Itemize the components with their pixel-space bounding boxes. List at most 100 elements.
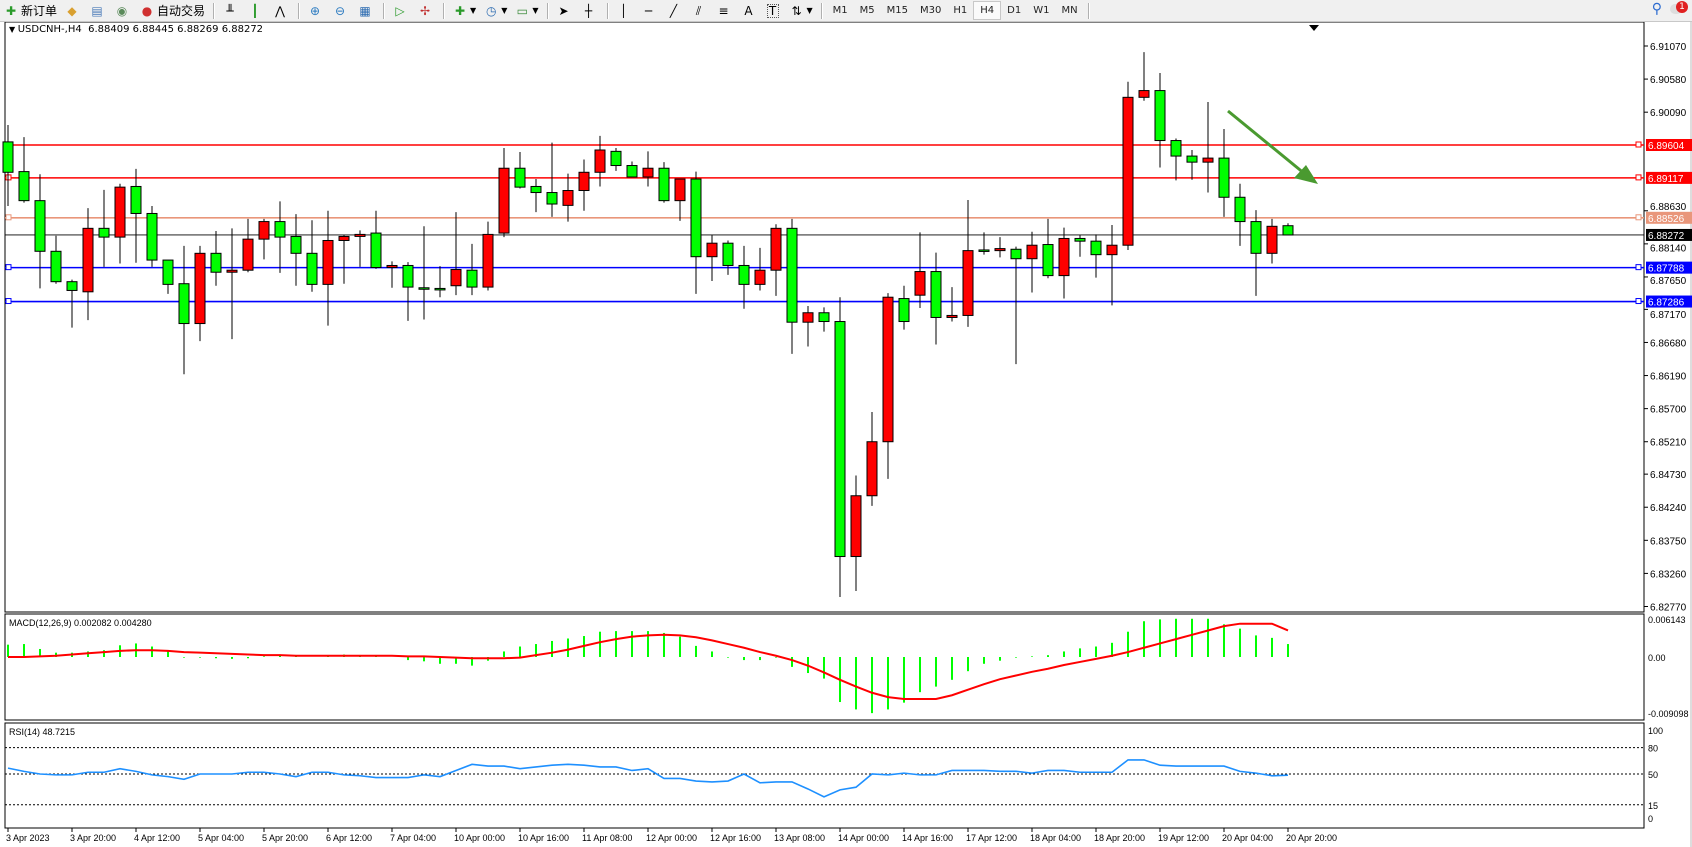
arrows-button[interactable]: ⇅ ▼ bbox=[786, 1, 817, 20]
autoscroll-button[interactable]: ▷ bbox=[389, 1, 414, 20]
trend-arrow-line[interactable] bbox=[1227, 109, 1306, 176]
candle bbox=[82, 227, 94, 293]
divider bbox=[606, 2, 609, 19]
candle bbox=[1122, 96, 1134, 246]
auto-trade-label: 自动交易 bbox=[157, 4, 206, 18]
hline-anchor-left[interactable] bbox=[5, 264, 12, 271]
candle-chart-button[interactable]: ┃ bbox=[244, 1, 269, 20]
macd-tick-label: 0.006143 bbox=[1648, 615, 1686, 625]
price-tick-label: 6.84730 bbox=[1650, 470, 1687, 481]
trendline-button[interactable]: ╱ bbox=[663, 1, 688, 20]
new-order-button[interactable]: ✚ 新订单 bbox=[0, 1, 61, 20]
signals-button[interactable]: ◉ bbox=[111, 1, 136, 20]
line-chart-icon: ⋀ bbox=[275, 3, 285, 18]
search-icon[interactable]: ⚲ bbox=[1651, 1, 1662, 17]
candle bbox=[146, 212, 158, 261]
timeframe-m15[interactable]: M15 bbox=[886, 5, 909, 16]
candle bbox=[18, 171, 30, 202]
candle bbox=[210, 252, 222, 273]
auto-trade-button[interactable]: ● 自动交易 bbox=[136, 1, 209, 20]
line-chart-button[interactable]: ⋀ bbox=[269, 1, 294, 20]
candle bbox=[1090, 240, 1102, 256]
zoom-in-button[interactable]: ⊕ bbox=[304, 1, 329, 20]
chart-shift-marker-icon[interactable] bbox=[1309, 25, 1319, 31]
hline-anchor-right[interactable] bbox=[1635, 264, 1642, 271]
timeframe-m30[interactable]: M30 bbox=[920, 5, 942, 16]
candle bbox=[50, 250, 62, 283]
fibonacci-button[interactable]: ≡ bbox=[713, 1, 738, 20]
toolbar: ✚ 新订单 ◆ ▤ ◉ ● 自动交易 ╨ ┃ ⋀ ⊕ ⊖ ▦ ▷ ✢ ✚ ▼ ◷ ▼ ▭… bbox=[0, 0, 1692, 22]
server-icon: ▤ bbox=[91, 3, 103, 18]
tile-windows-button[interactable]: ▦ bbox=[354, 1, 379, 20]
candle bbox=[754, 269, 766, 285]
candle bbox=[738, 264, 750, 285]
history-button[interactable]: ▤ bbox=[86, 1, 111, 20]
timeframe-mn[interactable]: MN bbox=[1061, 5, 1078, 16]
price-tick-label: 6.91070 bbox=[1650, 42, 1687, 53]
time-label: 12 Apr 00:00 bbox=[646, 833, 697, 843]
cursor-icon: ➤ bbox=[558, 3, 569, 18]
trend-arrow-head-icon[interactable] bbox=[1294, 165, 1318, 184]
rsi-pane[interactable] bbox=[4, 722, 1645, 829]
rsi-tick-label: 80 bbox=[1648, 744, 1658, 754]
chart-shift-icon: ✢ bbox=[420, 3, 431, 18]
candle bbox=[626, 165, 638, 178]
candle bbox=[994, 248, 1006, 252]
timeframe-w1[interactable]: W1 bbox=[1033, 5, 1050, 16]
periods-button[interactable]: ◷ ▼ bbox=[480, 1, 511, 20]
divider bbox=[820, 2, 823, 19]
candle bbox=[66, 281, 78, 291]
text-button[interactable]: A bbox=[738, 1, 763, 20]
price-tick-label: 6.86190 bbox=[1650, 372, 1687, 383]
vertical-line-button[interactable]: │ bbox=[613, 1, 638, 20]
candle bbox=[1138, 90, 1150, 98]
candle bbox=[1074, 237, 1086, 242]
trendline-icon: ╱ bbox=[669, 3, 678, 18]
price-tick-label: 6.86680 bbox=[1650, 338, 1687, 349]
rsi-tick-label: 0 bbox=[1648, 814, 1653, 824]
chevron-down-icon: ▼ bbox=[806, 6, 813, 15]
candle bbox=[130, 185, 142, 214]
crosshair-button[interactable]: ┼ bbox=[578, 1, 603, 20]
cursor-button[interactable]: ➤ bbox=[553, 1, 578, 20]
price-tick-label: 6.88630 bbox=[1650, 202, 1687, 213]
timeframe-h1[interactable]: H1 bbox=[953, 5, 968, 16]
time-label: 17 Apr 12:00 bbox=[966, 833, 1017, 843]
indicators-button[interactable]: ✚ ▼ bbox=[449, 1, 480, 20]
autoscroll-icon: ▷ bbox=[395, 3, 405, 18]
candle bbox=[162, 259, 174, 285]
horizontal-line-button[interactable]: ─ bbox=[638, 1, 663, 20]
channel-button[interactable]: ⫽ bbox=[688, 1, 713, 20]
candle bbox=[498, 167, 510, 234]
timeframe-h4[interactable]: H4 bbox=[973, 1, 1002, 20]
hline-anchor-right[interactable] bbox=[1635, 298, 1642, 305]
chart-window[interactable]: 6.91070 6.90580 6.90090 6.88630 6.88140 6.876… bbox=[0, 22, 1692, 847]
metaeditor-button[interactable]: ◆ bbox=[61, 1, 86, 20]
hline-anchor-right[interactable] bbox=[1635, 141, 1642, 148]
timeframe-d1[interactable]: D1 bbox=[1007, 5, 1022, 16]
templates-button[interactable]: ▭ ▼ bbox=[511, 1, 542, 20]
time-label: 18 Apr 20:00 bbox=[1094, 833, 1145, 843]
timeframe-m5[interactable]: M5 bbox=[859, 5, 875, 16]
candle bbox=[866, 441, 878, 497]
price-tick-label: 6.84240 bbox=[1650, 503, 1687, 514]
candle bbox=[1234, 196, 1246, 223]
text-label-button[interactable]: T bbox=[763, 1, 786, 20]
timeframe-m1[interactable]: M1 bbox=[832, 5, 848, 16]
price-tick-label: 6.85700 bbox=[1650, 405, 1687, 416]
bar-chart-button[interactable]: ╨ bbox=[219, 1, 244, 20]
chart-shift-button[interactable]: ✢ bbox=[414, 1, 439, 20]
divider bbox=[443, 2, 446, 19]
candle bbox=[434, 287, 446, 291]
collapse-triangle-icon[interactable]: ▼ bbox=[9, 25, 18, 34]
arrows-icon: ⇅ bbox=[791, 3, 802, 18]
candle bbox=[962, 250, 974, 316]
zoom-out-button[interactable]: ⊖ bbox=[329, 1, 354, 20]
notifications-button[interactable]: 1 bbox=[1670, 1, 1688, 17]
hline-anchor-right[interactable] bbox=[1635, 174, 1642, 181]
hline-anchor-left[interactable] bbox=[5, 298, 12, 305]
candle bbox=[786, 227, 798, 323]
time-label: 18 Apr 04:00 bbox=[1030, 833, 1081, 843]
hline-anchor-right[interactable] bbox=[1635, 214, 1642, 221]
hline-anchor-left[interactable] bbox=[5, 214, 12, 221]
